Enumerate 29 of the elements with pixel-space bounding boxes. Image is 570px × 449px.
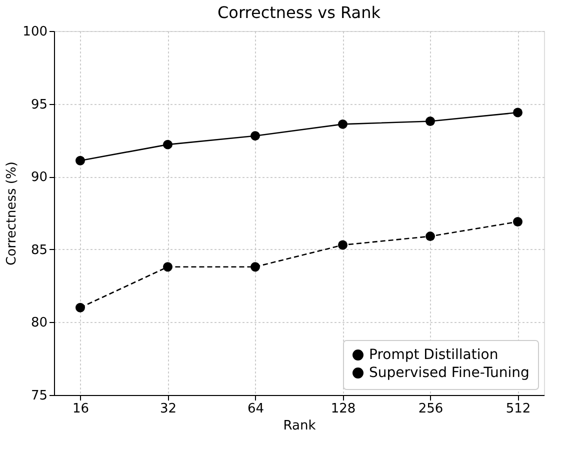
point xyxy=(426,232,435,242)
point xyxy=(338,119,348,129)
point xyxy=(513,108,522,118)
x-tick-label: 256 xyxy=(418,402,444,416)
y-tick-label: 90 xyxy=(30,170,48,186)
point xyxy=(76,302,85,312)
y-axis-title: Correctness (%) xyxy=(4,162,20,266)
y-tick-label: 100 xyxy=(22,24,48,40)
y-tick-label: 80 xyxy=(30,316,48,331)
x-tick-label: 512 xyxy=(506,402,531,416)
point xyxy=(250,131,260,141)
y-tick-label: 95 xyxy=(30,97,48,112)
point xyxy=(250,262,260,272)
y-tick-label: 75 xyxy=(30,388,48,404)
point xyxy=(163,140,172,150)
point xyxy=(163,262,172,272)
y-tick-label: 85 xyxy=(30,242,48,258)
point xyxy=(76,156,85,166)
point xyxy=(426,116,435,126)
x-axis-title: Rank xyxy=(283,418,316,434)
x-tick-label: 64 xyxy=(247,402,264,416)
legend-label: Supervised Fine-Tuning xyxy=(369,365,530,381)
x-tick-label: 16 xyxy=(72,402,90,416)
legend-label: Prompt Distillation xyxy=(369,347,498,363)
point xyxy=(513,217,522,226)
chart-title: Correctness vs Rank xyxy=(217,3,382,22)
x-tick-label: 32 xyxy=(160,402,177,416)
point xyxy=(338,240,348,250)
x-tick-label: 128 xyxy=(330,402,356,416)
